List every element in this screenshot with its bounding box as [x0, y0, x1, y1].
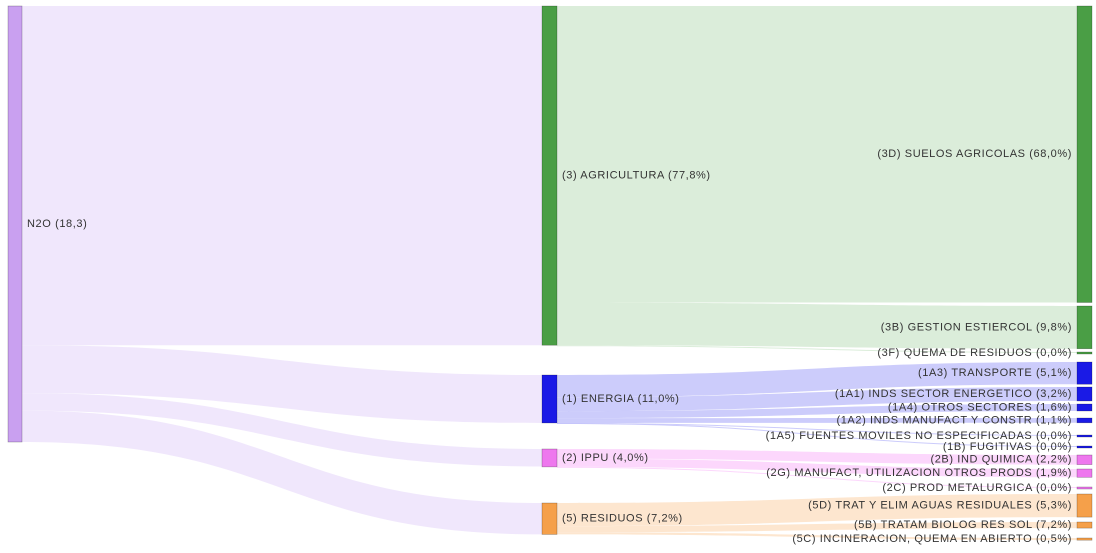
link — [22, 393, 542, 467]
node — [1076, 434, 1093, 438]
node — [1076, 361, 1093, 385]
link — [22, 410, 542, 535]
node — [541, 374, 558, 424]
node — [1076, 521, 1093, 529]
link — [557, 458, 1077, 478]
link — [557, 345, 1077, 353]
link — [557, 404, 1077, 419]
link — [557, 418, 1077, 423]
node — [1076, 351, 1093, 355]
node — [7, 5, 23, 443]
link — [557, 532, 1077, 541]
node — [1076, 493, 1093, 518]
node-label: (2) IPPU (4,0%) — [562, 452, 649, 464]
node — [1076, 305, 1093, 350]
node — [541, 5, 558, 346]
node — [1076, 5, 1093, 303]
node — [1076, 417, 1093, 424]
node-label: (1A3) TRANSPORTE (5,1%) — [918, 367, 1072, 379]
link — [557, 387, 1077, 412]
node-label: (3F) QUEMA DE RESIDUOS (0,0%) — [877, 347, 1072, 359]
node-label: (2B) IND QUIMICA (2,2%) — [930, 454, 1072, 466]
link — [22, 345, 542, 423]
node — [1076, 403, 1093, 412]
node-label: (5C) INCINERACION, QUEMA EN ABIERTO (0,5… — [792, 533, 1072, 545]
link — [557, 422, 1077, 436]
node — [541, 502, 558, 535]
node — [1076, 468, 1093, 478]
node-label: (3D) SUELOS AGRICOLAS (68,0%) — [877, 148, 1072, 160]
node-label: (5) RESIDUOS (7,2%) — [562, 513, 683, 525]
link — [557, 494, 1077, 527]
node — [1076, 386, 1093, 402]
link — [557, 6, 1077, 303]
link — [557, 302, 1077, 349]
node — [541, 448, 558, 468]
node-label: (2C) PROD METALURGICA (0,0%) — [882, 482, 1072, 494]
node-label: (1B) FUGITIVAS (0,0%) — [943, 441, 1072, 453]
node-label: (2G) MANUFACT, UTILIZACION OTROS PRODS (… — [766, 467, 1072, 479]
node — [1076, 537, 1093, 541]
node — [1076, 486, 1093, 490]
node — [1076, 445, 1093, 449]
node — [1076, 454, 1093, 465]
node-label: (5D) TRAT Y ELIM AGUAS RESIDUALES (5,3%) — [808, 499, 1072, 511]
node-label: (1A4) OTROS SECTORES (1,6%) — [888, 401, 1072, 413]
link — [557, 362, 1077, 398]
node-label: N2O (18,3) — [27, 218, 87, 230]
node-label: (1) ENERGIA (11,0%) — [562, 393, 680, 405]
link — [557, 522, 1077, 533]
node-label: (1A1) INDS SECTOR ENERGETICO (3,2%) — [835, 388, 1072, 400]
node-label: (3B) GESTION ESTIERCOL (9,8%) — [881, 321, 1072, 333]
node-label: (5B) TRATAM BIOLOG RES SOL (7,2%) — [854, 519, 1072, 531]
link — [557, 466, 1077, 488]
node-label: (1A2) INDS MANUFACT Y CONSTR (1,1%) — [836, 414, 1072, 426]
link — [22, 6, 542, 346]
link — [557, 449, 1077, 465]
node-label: (1A5) FUENTES MOVILES NO ESPECIFICADAS (… — [766, 430, 1072, 442]
link — [557, 422, 1077, 447]
node-label: (3) AGRICULTURA (77,8%) — [562, 170, 711, 182]
